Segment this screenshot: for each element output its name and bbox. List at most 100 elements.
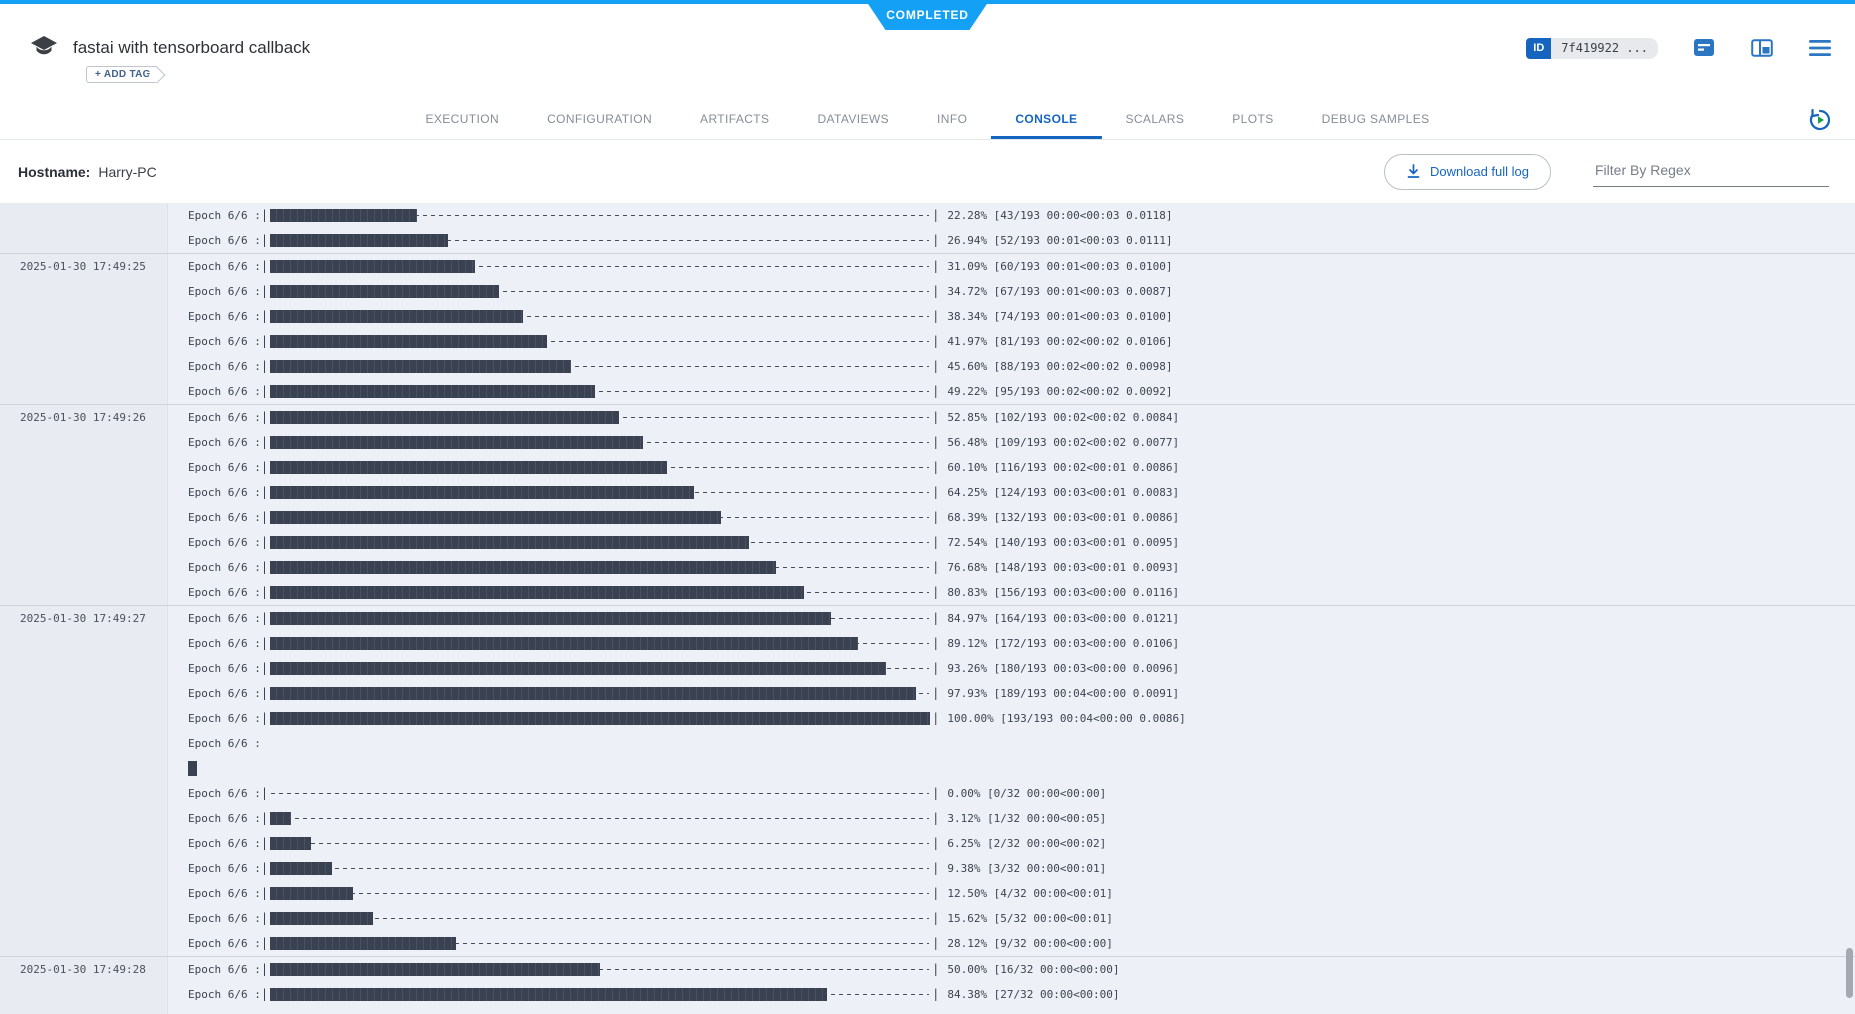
log-line: Epoch 6/6 : | | 76.68% [148/193 00:03<00:0… [188, 560, 1180, 574]
status-label: COMPLETED [886, 8, 969, 22]
log-line: Epoch 6/6 : | | 49.22% [95/193 00:02<00:02… [188, 384, 1173, 398]
experiment-id-chip[interactable]: ID 7f419922 ... [1526, 37, 1658, 59]
progress-bar [270, 712, 931, 725]
add-tag-label: + ADD TAG [95, 69, 151, 80]
progress-bar [270, 536, 930, 549]
log-line: Epoch 6/6 : | | 34.72% [67/193 00:01<00:03… [188, 284, 1173, 298]
log-line: Epoch 6/6 : | | 97.93% [189/193 00:04<00:0… [188, 686, 1180, 700]
app-header: COMPLETED fastai with tensorboard callba… [0, 0, 1855, 140]
progress-bar [270, 436, 930, 449]
progress-bar [270, 862, 930, 875]
progress-bar [270, 937, 930, 950]
progress-bar [270, 385, 930, 398]
progress-bar [270, 887, 930, 900]
progress-bar [270, 787, 930, 800]
progress-bar [270, 837, 930, 850]
progress-bar [270, 209, 930, 222]
tab-artifacts[interactable]: ARTIFACTS [700, 112, 770, 126]
tab-info[interactable]: INFO [937, 112, 968, 126]
progress-bar [270, 360, 930, 373]
log-line: Epoch 6/6 : | | 68.39% [132/193 00:03<00:0… [188, 510, 1180, 524]
log-line: Epoch 6/6 : | | 56.48% [109/193 00:02<00:0… [188, 435, 1180, 449]
log-line: Epoch 6/6 : | | 64.25% [124/193 00:03<00:0… [188, 485, 1180, 499]
download-full-log-button[interactable]: Download full log [1383, 153, 1551, 190]
log-timestamp: 2025-01-30 17:49:25 [20, 260, 146, 273]
log-line: Epoch 6/6 : | | 100.00% [193/193 00:04<00:… [188, 711, 1186, 725]
vertical-scrollbar-thumb[interactable] [1846, 948, 1853, 998]
id-value: 7f419922 ... [1551, 37, 1658, 59]
progress-bar [270, 662, 930, 675]
log-line: Epoch 6/6 : | | 28.12% [9/32 00:00<00:00] [188, 936, 1113, 950]
progress-block-fragment [188, 761, 197, 776]
progress-bar [270, 912, 930, 925]
hostname: Hostname: Harry-PC [0, 164, 157, 180]
log-group: 2025-01-30 17:49:25 Epoch 6/6 : | | 31.09% … [0, 253, 1855, 404]
log-timestamp: 2025-01-30 17:49:28 [20, 963, 146, 976]
page-title: fastai with tensorboard callback [73, 38, 311, 57]
log-line: Epoch 6/6 : | | 3.12% [1/32 00:00<00:05] [188, 811, 1107, 825]
tab-scalars[interactable]: SCALARS [1125, 112, 1185, 126]
log-line: Epoch 6/6 : | | 89.12% [172/193 00:03<00:0… [188, 636, 1180, 650]
progress-bar [270, 812, 930, 825]
auto-refresh-icon[interactable] [1807, 107, 1833, 133]
tab-bar: EXECUTION CONFIGURATION ARTIFACTS DATAVIEWS… [401, 99, 1453, 139]
progress-bar [270, 234, 930, 247]
log-line: Epoch 6/6 : | | 41.97% [81/193 00:02<00:02… [188, 334, 1173, 348]
log-line: Epoch 6/6 : | | 84.97% [164/193 00:03<00:0… [188, 611, 1180, 625]
log-group: 2025-01-30 17:49:27 Epoch 6/6 : | | 84.97% … [0, 605, 1855, 956]
download-label: Download full log [1429, 164, 1529, 179]
log-group: 2025-01-30 17:49:26 Epoch 6/6 : | | 52.85% … [0, 404, 1855, 605]
download-icon [1406, 164, 1421, 179]
progress-bar [270, 963, 930, 976]
tab-dataviews[interactable]: DATAVIEWS [817, 112, 890, 126]
log-timestamp: 2025-01-30 17:49:27 [20, 612, 146, 625]
timestamp-gutter [0, 203, 168, 1014]
progress-bar [270, 561, 930, 574]
progress-bar [270, 637, 930, 650]
progress-bar [270, 260, 930, 273]
filter-regex-input[interactable] [1593, 156, 1829, 187]
log-line [0, 756, 1855, 781]
log-line: Epoch 6/6 : | | 31.09% [60/193 00:01<00:03… [188, 259, 1173, 273]
console-log: Epoch 6/6 : | | 22.28% [43/193 00:00<00:03… [0, 203, 1855, 1014]
status-badge: COMPLETED [866, 0, 990, 30]
log-line: Epoch 6/6 : | | 52.85% [102/193 00:02<00:0… [188, 410, 1180, 424]
log-line: Epoch 6/6 : | | 0.00% [0/32 00:00<00:00] [188, 786, 1107, 800]
log-line: Epoch 6/6 : | | 15.62% [5/32 00:00<00:01] [188, 911, 1113, 925]
log-line: Epoch 6/6 : | | 9.38% [3/32 00:00<00:01] [188, 861, 1107, 875]
tab-execution[interactable]: EXECUTION [425, 112, 500, 126]
log-line: Epoch 6/6 : | | 60.10% [116/193 00:02<00:0… [188, 460, 1180, 474]
log-group: Epoch 6/6 : | | 22.28% [43/193 00:00<00:03… [0, 203, 1855, 253]
progress-bar [270, 335, 930, 348]
id-label: ID [1526, 37, 1552, 59]
log-line: Epoch 6/6 : | | 84.38% [27/32 00:00<00:00] [188, 987, 1120, 1001]
log-line: Epoch 6/6 : | | 80.83% [156/193 00:03<00:0… [188, 585, 1180, 599]
console-toolbar: Hostname: Harry-PC Download full log [0, 140, 1855, 203]
log-line: Epoch 6/6 : | | 6.25% [2/32 00:00<00:02] [188, 836, 1107, 850]
layout-panel-icon[interactable] [1750, 36, 1774, 60]
hamburger-menu-icon[interactable] [1808, 36, 1832, 60]
tab-plots[interactable]: PLOTS [1232, 112, 1274, 126]
log-line: Epoch 6/6 : | | 45.60% [88/193 00:02<00:02… [188, 359, 1173, 373]
progress-bar [270, 988, 930, 1001]
progress-bar [270, 612, 930, 625]
hostname-label: Hostname: [18, 163, 91, 180]
hostname-value: Harry-PC [98, 163, 157, 180]
log-line: Epoch 6/6 : | | 72.54% [140/193 00:03<00:0… [188, 535, 1180, 549]
tab-console[interactable]: CONSOLE [991, 99, 1102, 139]
progress-bar [270, 461, 930, 474]
tab-debug-samples[interactable]: DEBUG SAMPLES [1321, 112, 1430, 126]
log-line: Epoch 6/6 : | | 12.50% [4/32 00:00<00:01] [188, 886, 1113, 900]
progress-bar [270, 687, 930, 700]
tab-configuration[interactable]: CONFIGURATION [547, 112, 653, 126]
log-line: Epoch 6/6 : [188, 737, 261, 750]
add-tag-button[interactable]: + ADD TAG [86, 66, 157, 83]
log-line: Epoch 6/6 : | | 22.28% [43/193 00:00<00:03… [188, 208, 1173, 222]
details-panel-icon[interactable] [1692, 36, 1716, 60]
progress-bar [270, 310, 930, 323]
log-line: Epoch 6/6 : | | 50.00% [16/32 00:00<00:00] [188, 962, 1120, 976]
experiment-cap-icon [28, 32, 60, 64]
log-line: Epoch 6/6 : | | 93.26% [180/193 00:03<00:0… [188, 661, 1180, 675]
progress-bar [270, 486, 930, 499]
progress-bar [270, 511, 930, 524]
